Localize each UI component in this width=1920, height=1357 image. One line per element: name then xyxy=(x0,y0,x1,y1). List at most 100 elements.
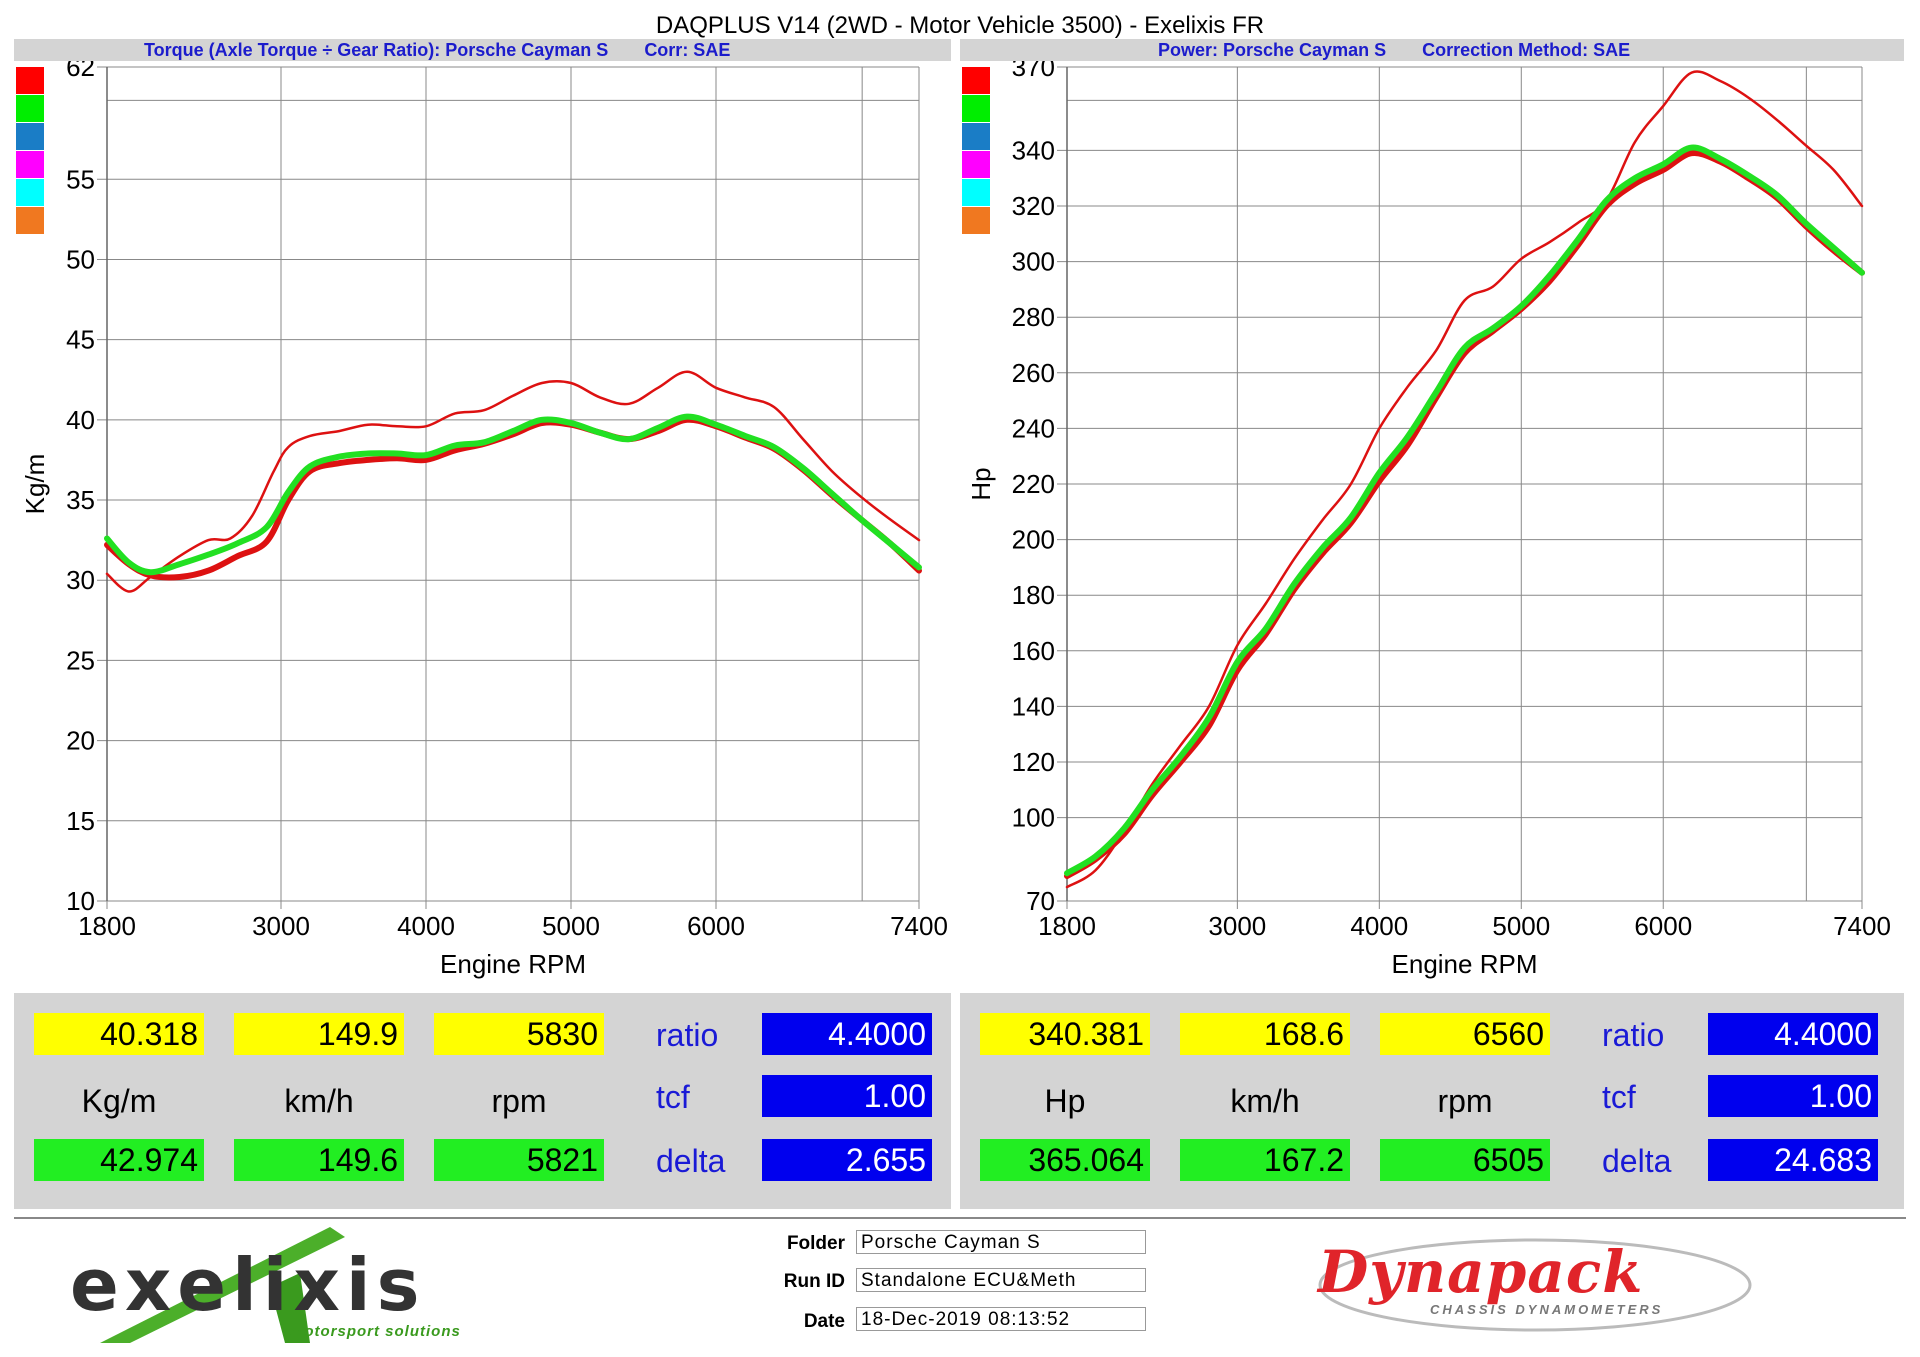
exelixis-logo-graphic xyxy=(100,1227,345,1343)
series-line xyxy=(105,370,921,593)
legend-swatch-3[interactable] xyxy=(962,123,990,150)
y-tick-label: 40 xyxy=(66,405,95,435)
x-tick-label: 4000 xyxy=(1350,911,1408,941)
param-tcf-value: 1.00 xyxy=(1708,1075,1878,1117)
y-tick-label: 260 xyxy=(1012,358,1055,388)
dynapack-logo-subtext: CHASSIS DYNAMOMETERS xyxy=(1430,1302,1664,1317)
legend-swatch-6[interactable] xyxy=(962,207,990,234)
unit-rpm: rpm xyxy=(491,1083,547,1119)
param-delta-label: delta xyxy=(656,1143,726,1179)
torque-panel-header: Torque (Axle Torque ÷ Gear Ratio): Porsc… xyxy=(14,39,951,61)
y-tick-label: 140 xyxy=(1012,691,1055,721)
x-tick-label: 1800 xyxy=(1038,911,1096,941)
legend-swatch-5[interactable] xyxy=(16,179,44,206)
unit-power: Hp xyxy=(1044,1083,1086,1119)
y-tick-label: 50 xyxy=(66,244,95,274)
x-tick-label: 5000 xyxy=(1492,911,1550,941)
legend-swatch-6[interactable] xyxy=(16,207,44,234)
legend-swatch-4[interactable] xyxy=(962,151,990,178)
y-tick-label: 200 xyxy=(1012,525,1055,555)
y-tick-label: 180 xyxy=(1012,580,1055,610)
x-axis-label: Engine RPM xyxy=(1392,949,1538,979)
param-delta-value: 24.683 xyxy=(1708,1139,1878,1181)
x-tick-label: 7400 xyxy=(1833,911,1891,941)
y-tick-label: 320 xyxy=(1012,191,1055,221)
y-tick-label: 100 xyxy=(1012,803,1055,833)
x-tick-label: 6000 xyxy=(687,911,745,941)
x-tick-label: 5000 xyxy=(542,911,600,941)
date-field[interactable]: 18-Dec-2019 08:13:52 xyxy=(856,1307,1146,1331)
readout-rpm-value: 6560 xyxy=(1380,1013,1550,1055)
y-tick-label: 10 xyxy=(66,886,95,916)
runid-field[interactable]: Standalone ECU&Meth xyxy=(856,1268,1146,1292)
unit-speed: km/h xyxy=(284,1083,354,1119)
y-tick-label: 35 xyxy=(66,485,95,515)
torque-header-title: Torque (Axle Torque ÷ Gear Ratio): Porsc… xyxy=(144,40,609,60)
y-tick-label: 45 xyxy=(66,325,95,355)
peak-rpm-value: 5821 xyxy=(434,1139,604,1181)
dynapack-logo: Dynapack CHASSIS DYNAMOMETERS xyxy=(1310,1230,1760,1340)
y-tick-label: 300 xyxy=(1012,247,1055,277)
x-tick-label: 1800 xyxy=(78,911,136,941)
exelixis-logo-subtext: motorsport solutions xyxy=(290,1323,461,1340)
series-line xyxy=(104,413,922,576)
series-line xyxy=(1065,70,1864,889)
torque-plot-svg: 10 15 20 25 30 35 40 45 50 55 62 1800 3000 4000 5000 60… xyxy=(20,61,948,979)
peak-rpm-value: 6505 xyxy=(1380,1139,1550,1181)
legend-swatch-4[interactable] xyxy=(16,151,44,178)
x-tick-label: 6000 xyxy=(1634,911,1692,941)
param-ratio-value: 4.4000 xyxy=(1708,1013,1878,1055)
legend-swatch-2[interactable] xyxy=(16,95,44,122)
y-axis-label: Hp xyxy=(966,467,996,500)
legend-swatch-1[interactable] xyxy=(962,67,990,94)
param-delta-value: 2.655 xyxy=(762,1139,932,1181)
legend-swatch-2[interactable] xyxy=(962,95,990,122)
unit-speed: km/h xyxy=(1230,1083,1300,1119)
param-tcf-value: 1.00 xyxy=(762,1075,932,1117)
dynapack-logo-text: Dynapack xyxy=(1318,1238,1644,1306)
footer-divider xyxy=(14,1217,1906,1219)
grid-lines xyxy=(97,66,920,909)
x-tick-label: 3000 xyxy=(252,911,310,941)
y-tick-label: 62 xyxy=(66,61,95,82)
legend-swatch-5[interactable] xyxy=(962,179,990,206)
power-legend-swatches xyxy=(962,67,990,234)
x-tick-label: 4000 xyxy=(397,911,455,941)
param-tcf-label: tcf xyxy=(656,1079,690,1115)
power-header-correction: Correction Method: SAE xyxy=(1422,40,1631,60)
y-tick-label: 160 xyxy=(1012,636,1055,666)
y-tick-label: 340 xyxy=(1012,135,1055,165)
power-readout: 340.381 168.6 6560 Hp km/h rpm 365.064 1… xyxy=(960,995,1904,1215)
y-tick-label: 25 xyxy=(66,645,95,675)
peak-torque-value: 42.974 xyxy=(34,1139,204,1181)
param-delta-label: delta xyxy=(1602,1143,1672,1179)
date-label: Date xyxy=(803,1311,845,1332)
x-tick-label: 3000 xyxy=(1208,911,1266,941)
x-tick-label: 7400 xyxy=(890,911,948,941)
param-ratio-label: ratio xyxy=(656,1017,719,1053)
readout-rpm-value: 5830 xyxy=(434,1013,604,1055)
param-ratio-value: 4.4000 xyxy=(762,1013,932,1055)
power-plot-svg: 70 100 120 140 160 180 200 220 240 260 280 300 320 34… xyxy=(966,61,1891,979)
y-axis-label: Kg/m xyxy=(20,454,50,515)
y-tick-label: 240 xyxy=(1012,413,1055,443)
unit-torque: Kg/m xyxy=(81,1083,157,1119)
y-tick-label: 120 xyxy=(1012,747,1055,777)
param-tcf-label: tcf xyxy=(1602,1079,1636,1115)
unit-rpm: rpm xyxy=(1437,1083,1493,1119)
y-tick-label: 20 xyxy=(66,726,95,756)
x-axis-label: Engine RPM xyxy=(440,949,586,979)
readout-power-value: 340.381 xyxy=(980,1013,1150,1055)
torque-chart: 10 15 20 25 30 35 40 45 50 55 62 1800 3000 4000 5000 60… xyxy=(14,61,951,993)
legend-swatch-3[interactable] xyxy=(16,123,44,150)
torque-header-correction: Corr: SAE xyxy=(644,40,731,60)
torque-legend-swatches xyxy=(16,67,44,234)
power-header-title: Power: Porsche Cayman S xyxy=(1158,40,1387,60)
y-tick-label: 220 xyxy=(1012,469,1055,499)
folder-field[interactable]: Porsche Cayman S xyxy=(856,1230,1146,1254)
runid-label: Run ID xyxy=(783,1271,845,1292)
legend-swatch-1[interactable] xyxy=(16,67,44,94)
peak-power-value: 365.064 xyxy=(980,1139,1150,1181)
power-panel-header: Power: Porsche Cayman S Correction Metho… xyxy=(960,39,1904,61)
y-tick-label: 280 xyxy=(1012,302,1055,332)
